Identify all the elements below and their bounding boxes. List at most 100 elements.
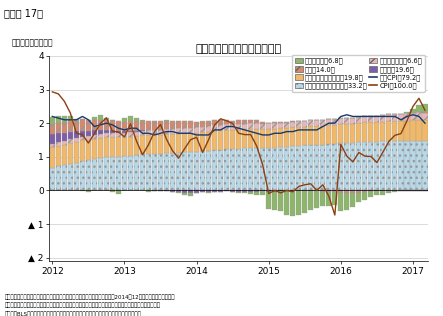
- Bar: [74, 131, 79, 138]
- Bar: [170, 191, 175, 192]
- Bar: [98, 115, 103, 120]
- Bar: [308, 191, 313, 210]
- Bar: [62, 123, 67, 133]
- Bar: [188, 133, 193, 152]
- Bar: [284, 191, 289, 215]
- Bar: [68, 131, 73, 139]
- Bar: [224, 130, 229, 149]
- Bar: [218, 130, 223, 150]
- Bar: [98, 158, 103, 191]
- Bar: [200, 191, 205, 192]
- Bar: [122, 122, 127, 131]
- Bar: [242, 192, 247, 193]
- Bar: [98, 120, 103, 130]
- Bar: [423, 141, 427, 191]
- Bar: [200, 151, 205, 191]
- Bar: [320, 191, 325, 192]
- Bar: [260, 124, 265, 129]
- Bar: [188, 121, 193, 128]
- Bar: [50, 144, 55, 147]
- Bar: [416, 141, 422, 191]
- Bar: [290, 122, 295, 127]
- Text: （注）原系列の前年同期比。カッコ内は総合指数に対するウエイト（％）で2014年12月の時点のもの。コアは: （注）原系列の前年同期比。カッコ内は総合指数に対するウエイト（％）で2014年1…: [4, 295, 175, 300]
- Bar: [86, 131, 91, 136]
- Bar: [170, 121, 175, 129]
- Bar: [128, 132, 133, 137]
- Bar: [86, 191, 91, 192]
- Bar: [206, 191, 211, 192]
- Bar: [362, 192, 367, 200]
- Bar: [164, 121, 169, 129]
- Bar: [104, 157, 109, 191]
- Bar: [218, 191, 223, 192]
- Bar: [326, 192, 331, 206]
- Bar: [50, 147, 55, 167]
- Bar: [404, 112, 409, 113]
- Bar: [152, 154, 157, 191]
- Bar: [122, 131, 127, 133]
- Bar: [266, 192, 271, 209]
- Bar: [110, 120, 115, 130]
- Bar: [254, 129, 259, 148]
- Bar: [176, 134, 181, 153]
- Bar: [290, 127, 295, 146]
- Bar: [80, 119, 85, 131]
- Bar: [176, 121, 181, 128]
- Bar: [98, 138, 103, 158]
- Bar: [344, 192, 350, 210]
- Bar: [68, 164, 73, 191]
- Bar: [122, 156, 127, 191]
- Bar: [80, 137, 85, 140]
- Bar: [188, 128, 193, 133]
- Bar: [176, 153, 181, 191]
- Bar: [356, 123, 361, 142]
- Bar: [272, 129, 277, 148]
- Bar: [110, 157, 115, 191]
- Bar: [308, 126, 313, 145]
- Bar: [260, 191, 265, 195]
- Bar: [182, 128, 187, 133]
- Bar: [188, 152, 193, 191]
- Bar: [182, 133, 187, 152]
- Bar: [416, 120, 422, 141]
- Bar: [152, 130, 157, 134]
- Bar: [62, 141, 67, 145]
- Bar: [230, 191, 235, 192]
- Bar: [62, 116, 67, 123]
- Bar: [56, 146, 61, 166]
- Bar: [332, 144, 338, 191]
- Bar: [296, 127, 301, 146]
- Bar: [350, 143, 355, 191]
- Bar: [296, 146, 301, 191]
- Bar: [248, 192, 253, 194]
- Bar: [404, 141, 409, 191]
- Bar: [134, 136, 139, 155]
- Bar: [104, 133, 109, 137]
- Bar: [164, 129, 169, 134]
- Bar: [212, 120, 217, 125]
- Bar: [176, 191, 181, 192]
- Bar: [200, 122, 205, 126]
- Bar: [92, 159, 97, 191]
- Bar: [218, 150, 223, 191]
- Bar: [140, 135, 145, 155]
- Legend: エネルギー（6.8）, 食料（14.0）, その他コアサービス（19.8）, 家賃（帰属家賃含む）（33.2）, 医療サービス（6.6）, コア財（19.6）,: エネルギー（6.8）, 食料（14.0）, その他コアサービス（19.8）, 家…: [292, 55, 425, 92]
- Bar: [284, 123, 289, 128]
- Bar: [381, 115, 385, 122]
- Bar: [326, 119, 331, 125]
- Bar: [416, 112, 422, 120]
- Bar: [104, 118, 109, 120]
- Bar: [212, 125, 217, 131]
- Bar: [116, 137, 121, 157]
- Bar: [104, 130, 109, 133]
- Bar: [416, 105, 422, 112]
- Bar: [146, 135, 151, 154]
- Bar: [134, 155, 139, 191]
- Bar: [381, 141, 385, 191]
- Bar: [338, 143, 343, 191]
- Bar: [356, 142, 361, 191]
- Bar: [128, 131, 133, 132]
- Bar: [296, 121, 301, 127]
- Bar: [68, 121, 73, 131]
- Bar: [176, 128, 181, 134]
